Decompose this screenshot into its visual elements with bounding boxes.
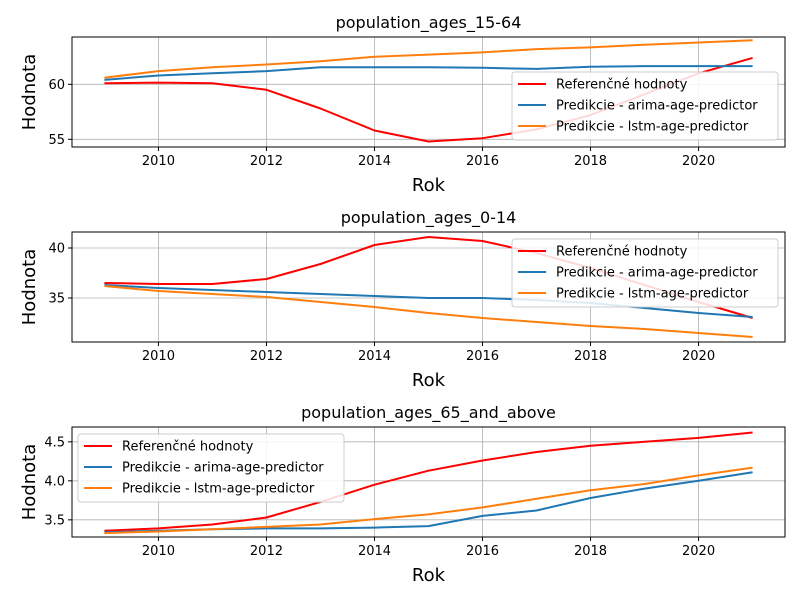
x-tick-label: 2018 <box>574 349 607 364</box>
x-tick-label: 2016 <box>466 544 499 559</box>
y-tick-label: 35 <box>48 292 65 307</box>
chart-panel-1: 2010 2012 2014 2016 2018 2020 35 40 population_a… <box>19 208 786 391</box>
series-line-0 <box>104 431 753 532</box>
legend-box <box>77 433 345 503</box>
y-tick-label: 40 <box>48 242 65 257</box>
x-tick-label: 2018 <box>574 544 607 559</box>
y-tick-label: 4.0 <box>44 474 65 489</box>
x-tick-label: 2010 <box>142 349 175 364</box>
legend-box <box>511 238 779 308</box>
legend-label: Referenčné hodnoty <box>122 440 254 455</box>
legend-label: Predikcie - lstm-age-predictor <box>556 120 749 135</box>
legend-label: Predikcie - lstm-age-predictor <box>122 482 315 497</box>
legend-label: Predikcie - arima-age-predictor <box>556 99 758 114</box>
x-tick-label: 2014 <box>358 544 391 559</box>
x-axis-title: Rok <box>412 565 446 586</box>
series-line-2 <box>104 39 753 79</box>
x-tick-label: 2020 <box>682 154 715 169</box>
y-tick-label: 3.5 <box>44 513 65 528</box>
x-tick-label: 2014 <box>358 154 391 169</box>
legend-box <box>511 71 779 141</box>
legend: Referenčné hodnoty Predikcie - arima-age-… <box>511 71 779 141</box>
chart-panel-2: 2010 2012 2014 2016 2018 2020 3.5 4.0 4.5 populat… <box>19 403 786 586</box>
legend: Referenčné hodnoty Predikcie - arima-age-… <box>511 238 779 308</box>
x-tick-label: 2018 <box>574 154 607 169</box>
x-tick-label: 2012 <box>250 349 283 364</box>
x-tick-label: 2010 <box>142 544 175 559</box>
legend-label: Predikcie - arima-age-predictor <box>122 461 324 476</box>
y-axis-title: Hodnota <box>19 444 40 520</box>
x-tick-label: 2012 <box>250 544 283 559</box>
series-line-2 <box>104 466 753 535</box>
x-axis-title: Rok <box>412 175 446 196</box>
y-tick-label: 4.5 <box>44 435 65 450</box>
plot-frame <box>71 231 786 343</box>
series-line-1 <box>104 284 753 318</box>
series-line-2 <box>104 285 753 338</box>
y-tick-label: 60 <box>48 78 65 93</box>
chart-title: population_ages_15-64 <box>336 13 522 33</box>
chart-title: population_ages_65_and_above <box>301 403 556 423</box>
x-axis-title: Rok <box>412 370 446 391</box>
chart-panel-0: 2010 2012 2014 2016 2018 2020 55 60 population_a… <box>19 13 786 196</box>
plot-frame <box>71 426 786 538</box>
legend-label: Referenčné hodnoty <box>556 245 688 260</box>
legend-label: Referenčné hodnoty <box>556 78 688 93</box>
x-tick-label: 2016 <box>466 154 499 169</box>
plot-frame <box>71 36 786 148</box>
x-tick-label: 2020 <box>682 544 715 559</box>
x-tick-label: 2020 <box>682 349 715 364</box>
y-axis-title: Hodnota <box>19 54 40 130</box>
x-tick-label: 2010 <box>142 154 175 169</box>
legend: Referenčné hodnoty Predikcie - arima-age-… <box>77 433 345 503</box>
legend-label: Predikcie - arima-age-predictor <box>556 266 758 281</box>
x-tick-label: 2016 <box>466 349 499 364</box>
x-tick-label: 2014 <box>358 349 391 364</box>
y-axis-title: Hodnota <box>19 249 40 325</box>
series-line-1 <box>104 65 753 81</box>
y-tick-label: 55 <box>48 133 65 148</box>
legend-label: Predikcie - lstm-age-predictor <box>556 287 749 302</box>
chart-title: population_ages_0-14 <box>341 208 517 228</box>
x-tick-label: 2012 <box>250 154 283 169</box>
